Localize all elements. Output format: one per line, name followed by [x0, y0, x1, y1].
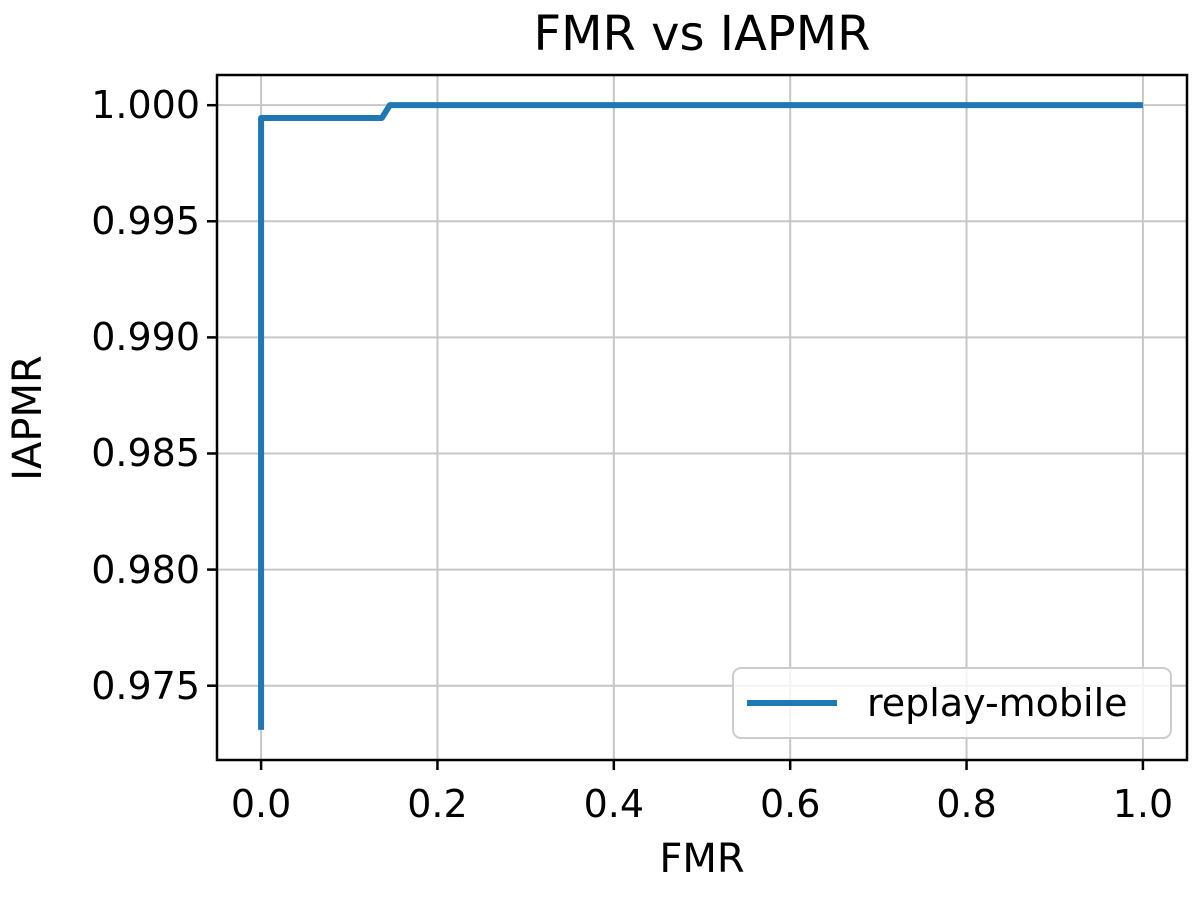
y-tick-label: 0.980: [91, 547, 200, 592]
chart-title: FMR vs IAPMR: [533, 6, 871, 62]
data-series: [258, 102, 1143, 730]
x-tick-label: 0.8: [936, 782, 997, 826]
x-tick-label: 0.0: [230, 782, 292, 826]
plot-border: [215, 73, 1189, 762]
legend: replay-mobile: [732, 667, 1172, 739]
y-tick-label: 0.985: [91, 431, 200, 476]
x-tick-label: 0.2: [407, 782, 468, 826]
legend-label: replay-mobile: [867, 681, 1128, 725]
x-tick-label: 0.6: [759, 782, 821, 826]
y-tick-label: 1.000: [91, 83, 200, 128]
x-axis-label: FMR: [659, 836, 745, 882]
y-tick-label: 0.975: [91, 663, 200, 708]
x-tick-label: 1.0: [1112, 782, 1174, 826]
axis-ticks: [207, 103, 1145, 770]
series-line-replay-mobile: [258, 102, 1143, 730]
gridlines: [217, 75, 1187, 760]
y-tick-label: 0.995: [91, 199, 200, 244]
x-tick-label: 0.4: [583, 782, 645, 826]
legend-line-swatch: [747, 700, 837, 706]
y-tick-label: 0.990: [91, 315, 200, 360]
